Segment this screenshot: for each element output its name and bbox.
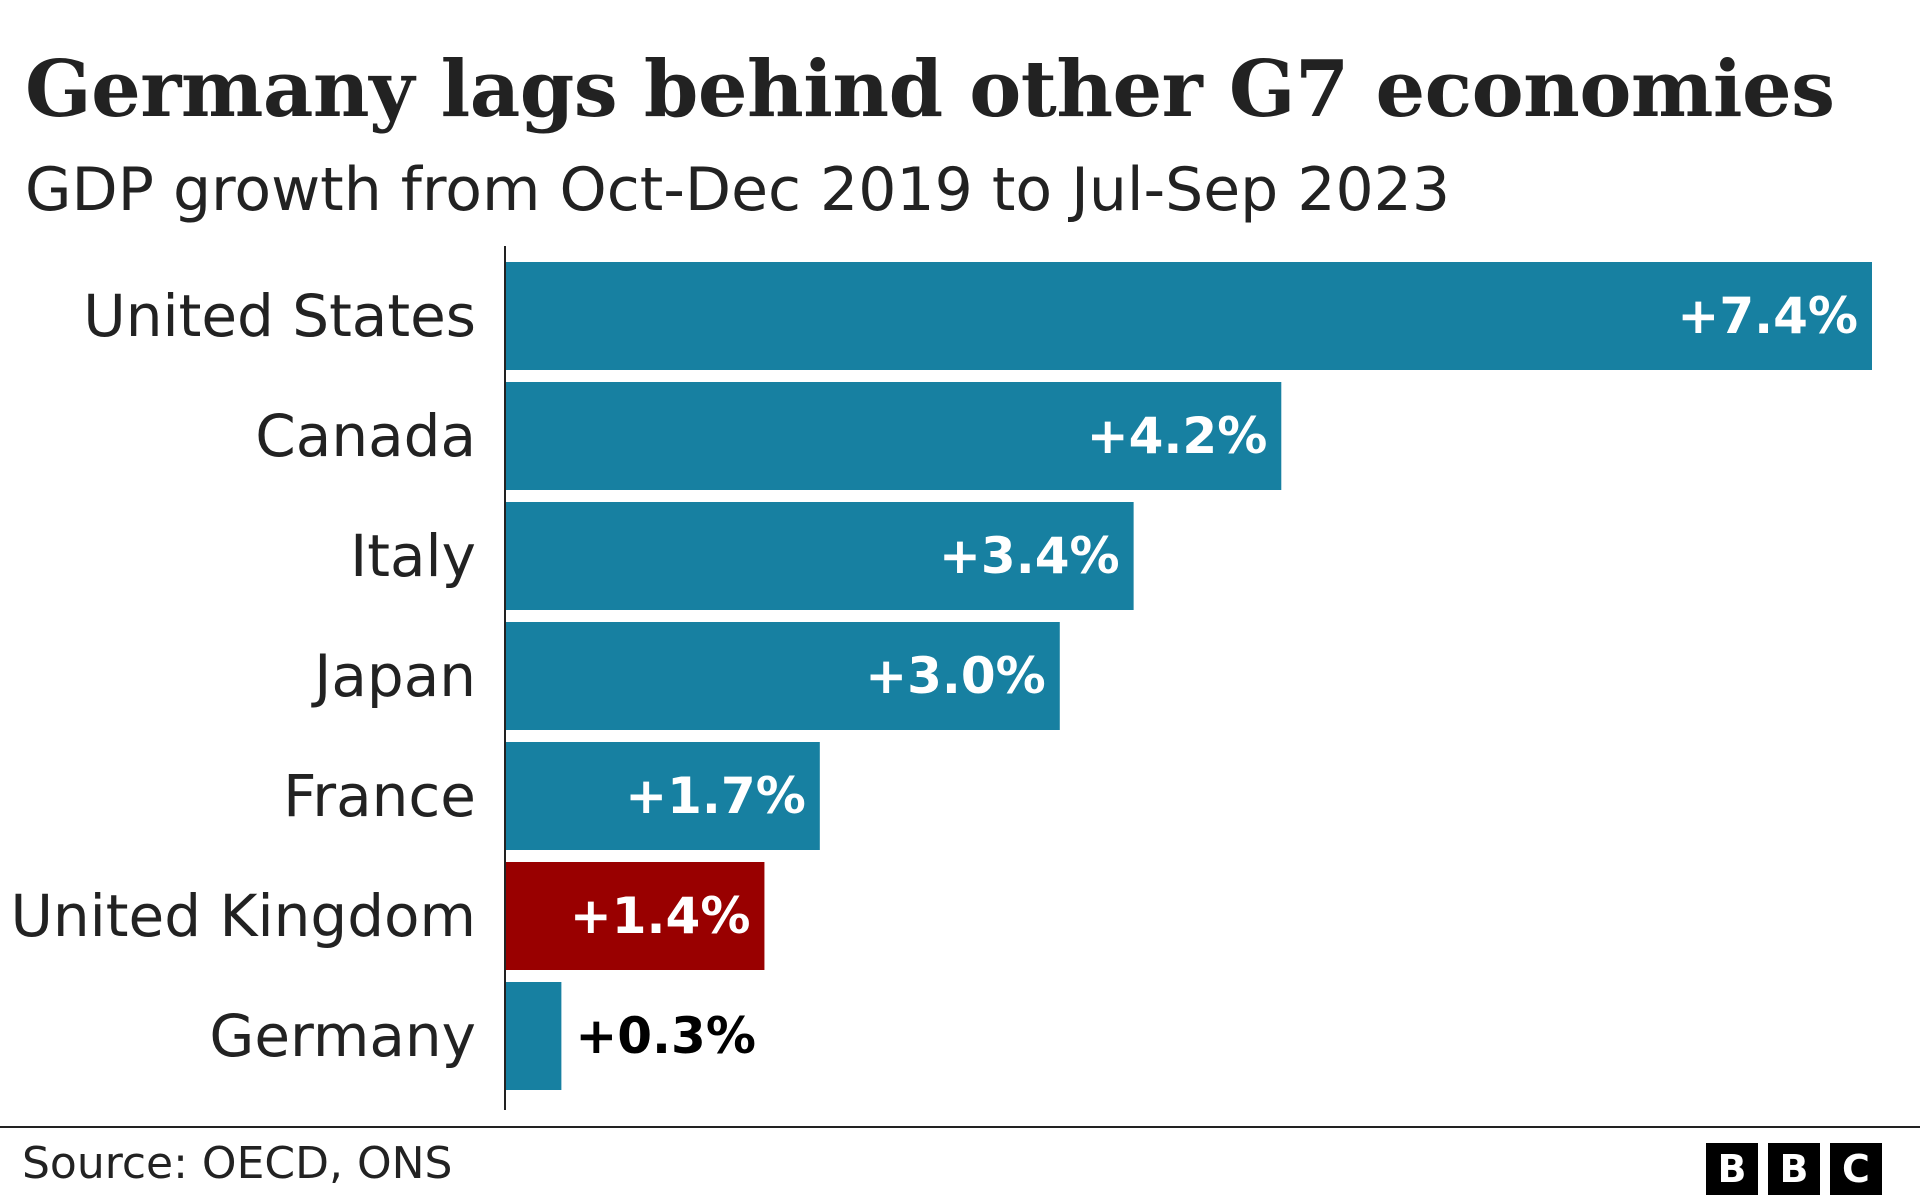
footer-divider [0,1126,1920,1128]
bar-germany [506,982,562,1090]
value-label-france: +1.7% [625,767,806,825]
bbc-logo-letter-c: C [1830,1143,1882,1195]
value-label-italy: +3.4% [939,527,1120,585]
value-label-germany: +0.3% [575,1007,756,1065]
category-label-canada: Canada [255,402,476,470]
bar-group: United States +7.4% Canada +4.2% Italy +3.4% J… [10,262,1872,1090]
category-label-united-states: United States [83,282,476,350]
category-label-germany: Germany [209,1002,476,1070]
category-label-italy: Italy [350,522,476,590]
bar-japan [506,622,1060,730]
bar-canada [506,382,1282,490]
bar-italy [506,502,1134,610]
chart-title: Germany lags behind other G7 economies [25,44,1835,135]
bbc-logo-letter-b2: B [1768,1143,1820,1195]
bar-united-kingdom [506,862,765,970]
category-label-france: France [283,762,476,830]
chart-subtitle: GDP growth from Oct-Dec 2019 to Jul-Sep … [25,155,1451,225]
bbc-logo: B B C [1706,1143,1882,1195]
value-label-canada: +4.2% [1087,407,1268,465]
value-label-united-states: +7.4% [1677,287,1858,345]
bar-france [506,742,820,850]
bbc-logo-letter-b1: B [1706,1143,1758,1195]
source-note: Source: OECD, ONS [22,1138,453,1189]
value-label-japan: +3.0% [865,647,1046,705]
category-label-japan: Japan [311,642,476,710]
bar-united-states [506,262,1872,370]
category-label-united-kingdom: United Kingdom [10,882,476,950]
value-label-united-kingdom: +1.4% [570,887,751,945]
